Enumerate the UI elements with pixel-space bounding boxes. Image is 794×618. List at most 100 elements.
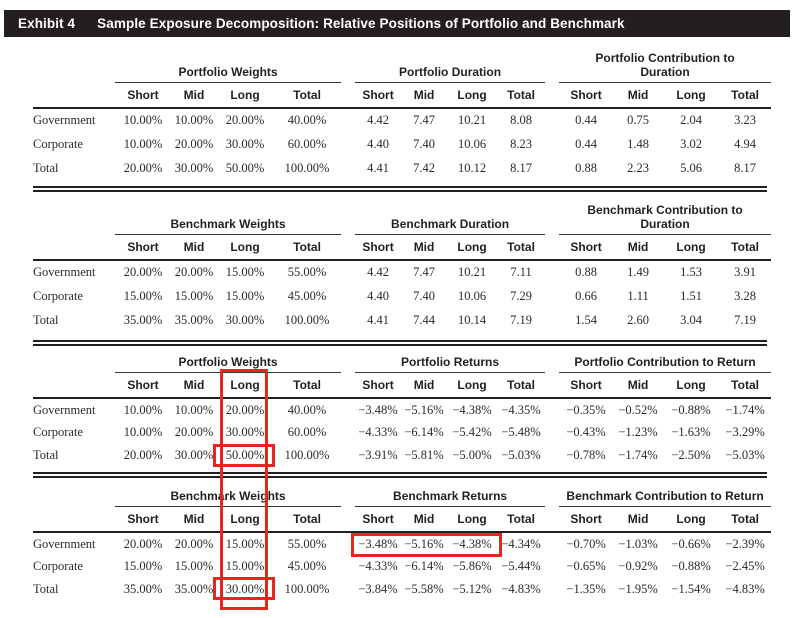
row-label: Corporate	[33, 425, 83, 439]
table-cell: −3.48%	[358, 536, 398, 551]
table-cell: −3.84%	[358, 582, 398, 596]
table-cell: 20.00%	[123, 448, 163, 462]
table-cell: 0.75	[627, 113, 649, 127]
column-header: Mid	[401, 234, 448, 261]
table-cell: 35.00%	[174, 312, 214, 327]
column-header: Total	[497, 372, 546, 399]
column-header: Short	[115, 506, 171, 533]
column-header: Total	[719, 234, 772, 261]
table-cell: −0.66%	[671, 536, 711, 551]
exposure-table-2: Benchmark Weights Benchmark Duration Bench…	[33, 192, 772, 332]
table-row: Total 20.00% 30.00% 50.00% 100.00% 4.41 7.42 10…	[33, 156, 771, 180]
table-cell: −4.38%	[452, 402, 492, 417]
table-cell: −0.65%	[566, 559, 606, 573]
exposure-table-1: Portfolio Weights Portfolio Duration Portf…	[33, 48, 772, 180]
table-cell: 15.00%	[225, 536, 265, 551]
table-cell: 7.19	[510, 312, 532, 327]
table-cell: 0.88	[575, 160, 597, 175]
table-cell: −0.52%	[618, 402, 658, 417]
table-cell: −5.12%	[452, 582, 492, 596]
table-divider	[33, 186, 767, 192]
table-row: Total 35.00% 35.00% 30.00% 100.00% −3.84% −5.5…	[33, 578, 771, 601]
table-cell: 3.23	[734, 113, 756, 127]
column-header: Short	[115, 372, 171, 399]
exposure-table-4: Benchmark Weights Benchmark Returns Benchm…	[33, 478, 772, 601]
table-cell: 3.02	[680, 136, 702, 151]
column-header: Total	[497, 234, 546, 261]
table-cell: 20.00%	[174, 536, 214, 551]
table-cell: −5.16%	[404, 402, 444, 417]
table-cell: 30.00%	[225, 312, 265, 327]
table-cell: 60.00%	[287, 425, 327, 439]
table-cell: 0.66	[575, 288, 597, 303]
table-cell: 35.00%	[174, 582, 214, 596]
column-header: Total	[273, 234, 342, 261]
table-cell: −1.63%	[671, 425, 711, 439]
table-cell: 15.00%	[174, 288, 214, 303]
table-row: Corporate 10.00% 20.00% 30.00% 60.00% 4.40 7.4…	[33, 132, 771, 156]
table-cell: −1.35%	[566, 582, 606, 596]
table-cell: 4.41	[367, 312, 389, 327]
table-cell: 10.12	[457, 160, 487, 175]
group-title: Portfolio Returns	[355, 346, 546, 373]
row-label: Corporate	[33, 136, 83, 151]
table-cell: 50.00%	[225, 160, 265, 175]
column-header: Long	[217, 372, 273, 399]
table-cell: −5.81%	[404, 448, 444, 462]
column-header: Total	[497, 506, 546, 533]
table-cell: −1.03%	[618, 536, 658, 551]
table-row: Corporate 10.00% 20.00% 30.00% 60.00% −4.33% −…	[33, 421, 771, 444]
group-title: Portfolio Contribution to Return	[559, 346, 772, 373]
column-header: Short	[559, 234, 614, 261]
table-cell: −5.58%	[404, 582, 444, 596]
row-label: Total	[33, 160, 59, 175]
table-cell: 20.00%	[123, 160, 163, 175]
column-header: Mid	[171, 234, 217, 261]
table-cell: −0.78%	[566, 448, 606, 462]
column-header: Total	[273, 372, 342, 399]
table-cell: 45.00%	[287, 288, 327, 303]
table-cell: 55.00%	[287, 265, 327, 279]
table-cell: 1.51	[680, 288, 702, 303]
table-cell: 1.53	[680, 265, 702, 279]
table-cell: 20.00%	[123, 536, 163, 551]
table-cell: −5.42%	[452, 425, 492, 439]
table-row: Government 20.00% 20.00% 15.00% 55.00% 4.42 7.…	[33, 260, 771, 284]
column-header: Mid	[613, 234, 664, 261]
table-cell: −4.83%	[725, 582, 765, 596]
table-row: Corporate 15.00% 15.00% 15.00% 45.00% 4.40 7.4…	[33, 284, 771, 308]
table-cell: 3.28	[734, 288, 756, 303]
table-cell: −3.29%	[725, 425, 765, 439]
table-cell: −2.50%	[671, 448, 711, 462]
row-label: Corporate	[33, 559, 83, 573]
column-header: Mid	[613, 82, 664, 109]
exhibit-header-bar: Exhibit 4 Sample Exposure Decomposition: …	[4, 10, 790, 37]
table-cell: 4.42	[367, 113, 389, 127]
table-cell: 35.00%	[123, 312, 163, 327]
table-row: Government 20.00% 20.00% 15.00% 55.00% −3.48%…	[33, 532, 771, 555]
row-label: Total	[33, 448, 59, 462]
table-cell: 8.17	[734, 160, 756, 175]
table-cell: −2.39%	[725, 536, 765, 551]
table-cell: −3.91%	[358, 448, 398, 462]
table-cell: 10.06	[457, 288, 487, 303]
table-cell: −3.48%	[358, 402, 398, 417]
exposure-table-3: Portfolio Weights Portfolio Returns Portfo…	[33, 346, 772, 467]
table-cell: −1.74%	[725, 402, 765, 417]
table-cell: 7.44	[413, 312, 435, 327]
column-header: Short	[355, 82, 402, 109]
table-cell: 4.94	[734, 136, 756, 151]
table-cell: 7.40	[413, 288, 435, 303]
table-cell: 2.23	[627, 160, 649, 175]
table-cell: 4.41	[367, 160, 389, 175]
group-title: Portfolio Contribution to Duration	[559, 48, 772, 83]
column-header: Total	[273, 506, 342, 533]
group-title: Benchmark Duration	[355, 192, 546, 235]
row-label: Government	[33, 536, 96, 551]
row-label: Government	[33, 113, 96, 127]
column-header: Mid	[171, 372, 217, 399]
table-cell: −6.14%	[404, 559, 444, 573]
table-cell: −1.74%	[618, 448, 658, 462]
column-header: Long	[663, 82, 720, 109]
